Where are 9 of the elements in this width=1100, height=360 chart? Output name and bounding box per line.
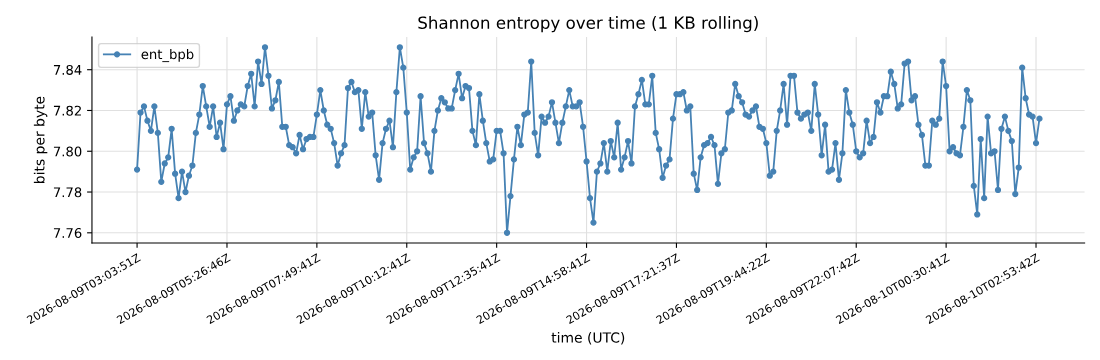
y-tick-label: 7.82 bbox=[53, 105, 81, 116]
y-tick-label: 7.78 bbox=[53, 187, 82, 198]
x-axis-title: time (UTC) bbox=[551, 332, 625, 345]
legend-label: ent_bpb bbox=[141, 48, 194, 63]
y-tick-label: 7.76 bbox=[53, 228, 82, 239]
y-tick-label: 7.80 bbox=[53, 146, 82, 157]
chart-title: Shannon entropy over time (1 KB rolling) bbox=[418, 16, 758, 33]
y-axis-title: bits per byte bbox=[33, 96, 48, 183]
y-tick-label: 7.84 bbox=[53, 64, 82, 75]
